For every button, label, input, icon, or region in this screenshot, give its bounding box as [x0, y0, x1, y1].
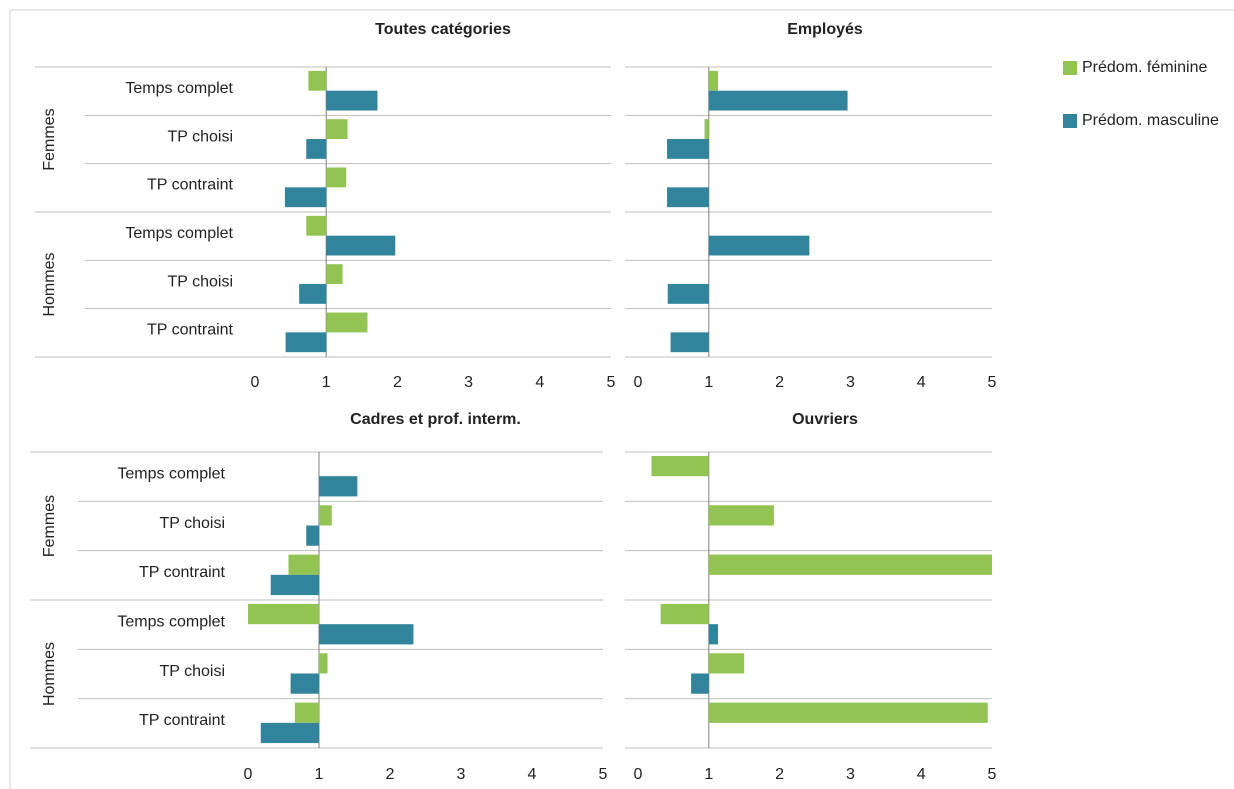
bar — [704, 119, 709, 140]
bar — [326, 167, 347, 188]
bar — [299, 284, 327, 304]
group-label: Femmes — [41, 108, 58, 170]
group-label: Hommes — [41, 252, 58, 316]
bar — [708, 554, 992, 575]
group-label: Hommes — [41, 642, 58, 706]
bar — [285, 332, 327, 353]
bar — [294, 702, 319, 723]
category-label: TP choisi — [167, 273, 233, 290]
bar — [667, 139, 709, 159]
x-tick-label: 5 — [599, 766, 608, 783]
bar — [660, 603, 709, 625]
x-tick-label: 1 — [322, 374, 331, 391]
category-label: TP contraint — [147, 177, 234, 194]
bar — [326, 119, 348, 140]
bar — [270, 574, 319, 596]
x-tick-label: 3 — [846, 374, 855, 391]
bar — [288, 554, 319, 575]
bar — [306, 215, 327, 236]
bar — [319, 624, 414, 645]
x-tick-label: 0 — [634, 766, 643, 783]
x-tick-label: 4 — [917, 766, 926, 783]
x-tick-label: 5 — [988, 374, 997, 391]
x-tick-label: 5 — [988, 766, 997, 783]
bar — [284, 187, 327, 208]
category-label: Temps complet — [125, 225, 233, 242]
x-tick-label: 5 — [607, 374, 616, 391]
x-tick-label: 4 — [528, 766, 537, 783]
bar — [708, 70, 719, 91]
bar — [260, 722, 319, 744]
category-label: TP contraint — [139, 564, 226, 581]
x-tick-label: 1 — [704, 374, 713, 391]
bar — [670, 332, 709, 353]
category-label: Temps complet — [117, 465, 225, 482]
bar — [290, 673, 319, 694]
x-tick-label: 2 — [386, 766, 395, 783]
bar — [326, 264, 343, 285]
x-tick-label: 3 — [457, 766, 466, 783]
x-tick-label: 3 — [464, 374, 473, 391]
bar — [308, 70, 327, 91]
x-tick-label: 0 — [244, 766, 253, 783]
x-tick-label: 4 — [535, 374, 544, 391]
bar — [691, 673, 709, 694]
bar — [326, 235, 396, 256]
bar — [306, 525, 319, 546]
legend-swatch — [1063, 114, 1077, 128]
bar — [708, 653, 745, 674]
x-tick-label: 4 — [917, 374, 926, 391]
category-label: TP choisi — [167, 128, 233, 145]
bar — [708, 90, 848, 111]
category-label: TP choisi — [159, 515, 225, 532]
chart-title: Ouvriers — [792, 411, 858, 428]
bar — [319, 653, 328, 674]
x-tick-label: 0 — [251, 374, 260, 391]
x-tick-label: 2 — [393, 374, 402, 391]
x-tick-label: 2 — [775, 766, 784, 783]
bar — [326, 90, 378, 111]
bar — [326, 312, 368, 333]
category-label: TP contraint — [139, 712, 226, 729]
bar — [306, 139, 327, 159]
bar — [319, 505, 332, 526]
x-tick-label: 2 — [775, 374, 784, 391]
bar — [651, 455, 709, 477]
category-label: TP contraint — [147, 322, 234, 339]
group-label: Femmes — [41, 495, 58, 557]
chart-title: Toutes catégories — [375, 21, 511, 38]
bar — [248, 603, 319, 625]
bar — [319, 476, 358, 497]
chart-title: Employés — [787, 21, 863, 38]
bar — [708, 624, 719, 645]
x-tick-label: 3 — [846, 766, 855, 783]
legend-label: Prédom. masculine — [1082, 112, 1219, 129]
bar — [708, 505, 774, 526]
x-tick-label: 1 — [704, 766, 713, 783]
bar — [667, 187, 709, 208]
chart-title: Cadres et prof. interm. — [350, 411, 521, 428]
legend-swatch — [1063, 61, 1077, 75]
x-tick-label: 0 — [634, 374, 643, 391]
bar — [667, 284, 709, 304]
legend-label: Prédom. féminine — [1082, 59, 1207, 76]
x-tick-label: 1 — [315, 766, 324, 783]
category-label: TP choisi — [159, 663, 225, 680]
category-label: Temps complet — [117, 613, 225, 630]
bar — [708, 702, 988, 723]
category-label: Temps complet — [125, 80, 233, 97]
bar — [708, 235, 810, 256]
